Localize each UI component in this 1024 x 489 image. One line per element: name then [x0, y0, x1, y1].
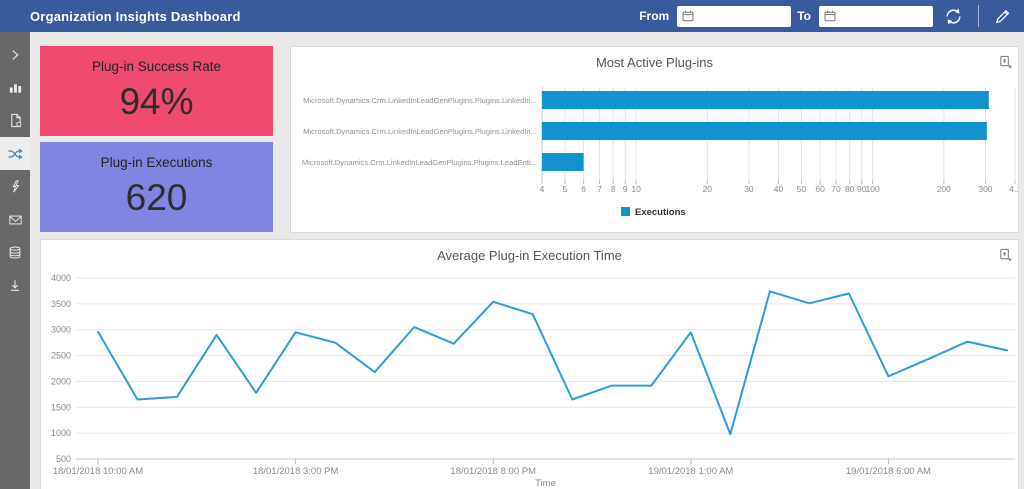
sidebar-item-charts[interactable]: [0, 71, 30, 104]
sidebar-item-storage[interactable]: [0, 236, 30, 269]
bar-chart-icon: [9, 84, 21, 93]
edit-button[interactable]: [991, 5, 1014, 28]
svg-text:18/01/2018 3:00 PM: 18/01/2018 3:00 PM: [253, 466, 339, 477]
kpi-value: 620: [125, 177, 188, 218]
svg-text:19/01/2018 1:00 AM: 19/01/2018 1:00 AM: [648, 466, 733, 477]
lightning-icon: [12, 180, 20, 193]
svg-text:300: 300: [978, 184, 992, 194]
svg-text:Microsoft.Dynamics.Crm.LinkedI: Microsoft.Dynamics.Crm.LinkedInLeadGenPl…: [303, 127, 537, 136]
svg-text:200: 200: [937, 184, 951, 194]
svg-text:500: 500: [56, 454, 71, 464]
topbar: Organization Insights Dashboard From To: [0, 0, 1024, 32]
kpi-title: Plug-in Executions: [100, 155, 213, 170]
svg-text:Microsoft.Dynamics.Crm.LinkedI: Microsoft.Dynamics.Crm.LinkedInLeadGenPl…: [302, 158, 537, 167]
refresh-icon: [946, 8, 961, 24]
sidebar-item-expand[interactable]: [0, 38, 30, 71]
svg-text:100: 100: [866, 184, 880, 194]
svg-text:1500: 1500: [51, 402, 71, 412]
svg-text:Microsoft.Dynamics.Crm.LinkedI: Microsoft.Dynamics.Crm.LinkedInLeadGenPl…: [303, 96, 537, 105]
svg-text:2500: 2500: [51, 351, 71, 361]
kpi-value: 94%: [119, 81, 194, 122]
avg-execution-time-chart[interactable]: 500 1000 1500 2000 2500 3000 3500 4000 18/01/201…: [41, 268, 1018, 489]
svg-text:40: 40: [774, 184, 784, 194]
svg-text:19/01/2018 6:00 AM: 19/01/2018 6:00 AM: [846, 466, 931, 477]
envelope-icon: [8, 215, 22, 224]
sidebar-item-mail[interactable]: [0, 203, 30, 236]
from-label: From: [639, 9, 670, 23]
kpi-card-success-rate: Plug-in Success Rate 94%: [40, 46, 273, 136]
sidebar-item-reports[interactable]: [0, 104, 30, 137]
svg-text:4...: 4...: [1009, 184, 1018, 194]
chevron-right-icon: [12, 49, 19, 60]
from-date-input[interactable]: [677, 5, 792, 27]
svg-text:Time: Time: [535, 478, 556, 489]
date-range-controls: From To: [639, 0, 1016, 32]
to-label: To: [797, 9, 811, 23]
sidebar-item-download[interactable]: [0, 269, 30, 302]
line-chart-panel: Average Plug-in Execution Time 500 1000 15…: [40, 239, 1019, 489]
svg-text:10: 10: [631, 184, 641, 194]
svg-text:18/01/2018 10:00 AM: 18/01/2018 10:00 AM: [53, 466, 143, 477]
svg-text:4000: 4000: [51, 273, 71, 283]
chart-popout-button[interactable]: [998, 54, 1013, 72]
svg-text:3000: 3000: [51, 325, 71, 335]
edit-pencil-icon: [995, 9, 1010, 23]
chart-popout-icon: [1000, 248, 1012, 262]
sidebar-item-plugins[interactable]: [0, 137, 30, 170]
dashboard-content: Plug-in Success Rate 94% Plug-in Executi…: [30, 32, 1024, 489]
svg-text:90: 90: [857, 184, 867, 194]
bar-chart-panel: Most Active Plug-ins 4 5 6 7 8 9 10 20 30 40 50 60 7…: [290, 46, 1019, 233]
svg-text:8: 8: [611, 184, 616, 194]
bar-chart-title: Most Active Plug-ins: [595, 55, 714, 70]
sidebar-item-operations[interactable]: [0, 170, 30, 203]
svg-text:60: 60: [815, 184, 825, 194]
calendar-icon: [824, 10, 836, 22]
shuffle-icon: [8, 148, 23, 159]
svg-text:50: 50: [797, 184, 807, 194]
chart-popout-icon: [1000, 55, 1012, 69]
refresh-button[interactable]: [941, 4, 966, 29]
topbar-divider: [978, 5, 979, 27]
report-page-icon: [10, 113, 21, 128]
svg-text:2000: 2000: [51, 376, 71, 386]
kpi-card-executions: Plug-in Executions 620: [40, 142, 273, 232]
page-title: Organization Insights Dashboard: [30, 8, 241, 24]
chart-popout-button[interactable]: [998, 247, 1013, 265]
svg-text:7: 7: [597, 184, 602, 194]
svg-text:6: 6: [581, 184, 586, 194]
svg-text:9: 9: [623, 184, 628, 194]
to-date-input[interactable]: [819, 5, 933, 27]
svg-text:30: 30: [744, 184, 754, 194]
download-icon: [11, 280, 19, 291]
to-date-field[interactable]: [840, 6, 932, 26]
svg-text:5: 5: [563, 184, 568, 194]
sidebar: [0, 32, 30, 489]
svg-text:Executions: Executions: [635, 207, 686, 218]
line-chart-title: Average Plug-in Execution Time: [437, 248, 622, 263]
database-icon: [9, 246, 21, 259]
kpi-title: Plug-in Success Rate: [91, 59, 222, 74]
svg-text:4: 4: [540, 184, 545, 194]
svg-text:3500: 3500: [51, 299, 71, 309]
svg-text:80: 80: [845, 184, 855, 194]
svg-text:18/01/2018 8:00 PM: 18/01/2018 8:00 PM: [450, 466, 536, 477]
calendar-icon: [682, 10, 694, 22]
svg-text:70: 70: [831, 184, 841, 194]
svg-text:1000: 1000: [51, 428, 71, 438]
from-date-field[interactable]: [698, 6, 791, 26]
svg-text:20: 20: [703, 184, 713, 194]
